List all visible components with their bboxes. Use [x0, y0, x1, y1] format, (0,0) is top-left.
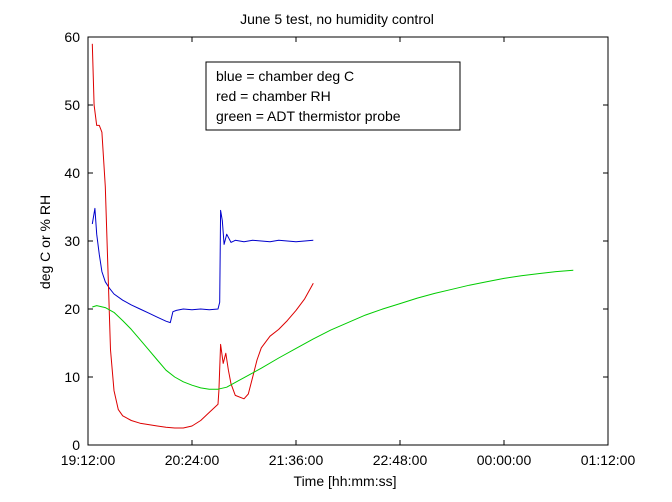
x-tick-label: 01:12:00 [581, 452, 636, 468]
legend-item-green: green = ADT thermistor probe [216, 108, 401, 124]
series-thermistor-probe-line [92, 269, 574, 390]
y-tick-label: 10 [64, 369, 80, 385]
y-tick-label: 60 [64, 29, 80, 45]
y-tick-label: 40 [64, 165, 80, 181]
y-tick-label: 50 [64, 97, 80, 113]
legend-item-red: red = chamber RH [216, 88, 331, 104]
x-tick-label: 19:12:00 [61, 452, 116, 468]
ticks-layer: 0 10 20 30 40 50 60 19:12:00 20:24:00 21:36:00 22:… [61, 29, 636, 468]
series-chamber-temp-line [91, 207, 314, 324]
y-tick-label: 20 [64, 301, 80, 317]
y-tick-label: 30 [64, 233, 80, 249]
series-chamber-rh-line [91, 43, 314, 429]
x-axis-label: Time [hh:mm:ss] [294, 473, 397, 489]
x-tick-label: 21:36:00 [269, 452, 324, 468]
x-tick-label: 22:48:00 [373, 452, 428, 468]
series-layer [91, 43, 574, 429]
y-axis-label: deg C or % RH [37, 195, 53, 289]
legend-item-blue: blue = chamber deg C [216, 68, 354, 84]
x-tick-label: 00:00:00 [477, 452, 532, 468]
chart-title: June 5 test, no humidity control [240, 11, 434, 27]
legend-box [205, 61, 461, 131]
y-tick-label: 0 [72, 437, 80, 453]
legend: blue = chamber deg C red = chamber RH gr… [205, 61, 461, 131]
x-tick-label: 20:24:00 [165, 452, 220, 468]
